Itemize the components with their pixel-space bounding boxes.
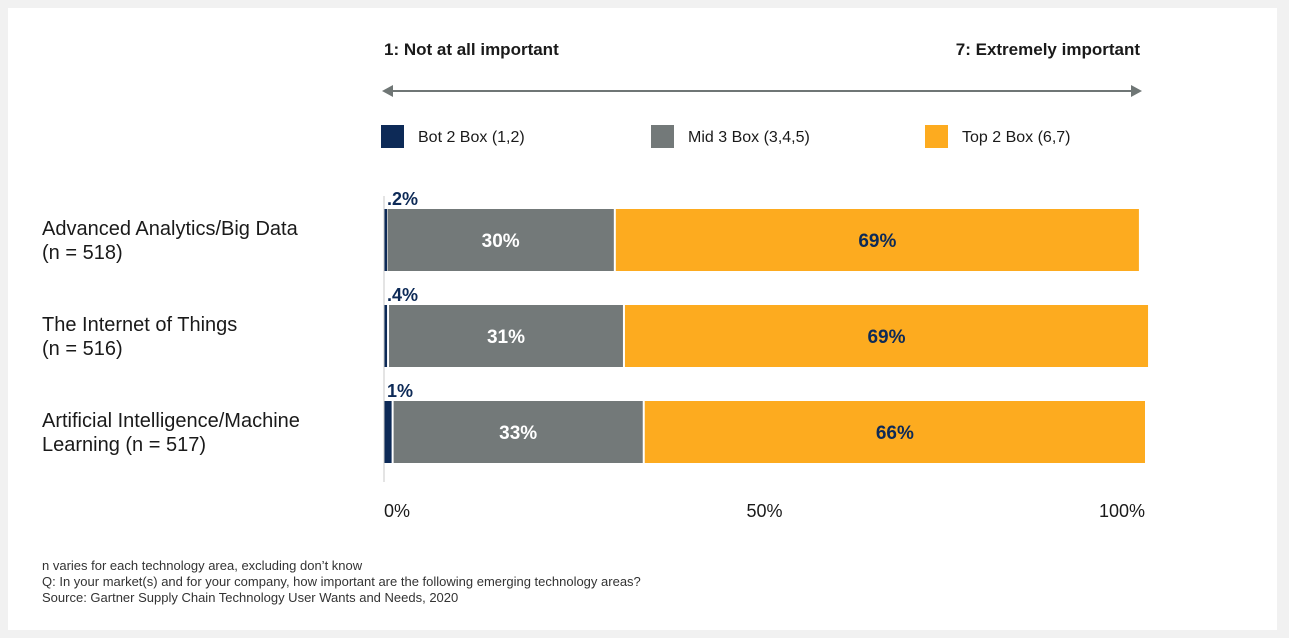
legend-swatch bbox=[925, 125, 948, 148]
scale-right-label: 7: Extremely important bbox=[956, 40, 1141, 59]
data-label: 66% bbox=[876, 423, 914, 444]
data-label: 1% bbox=[387, 381, 413, 401]
x-tick-label: 100% bbox=[1099, 501, 1145, 521]
category-labels: Advanced Analytics/Big Data(n = 518) The … bbox=[42, 218, 300, 456]
category-label: Learning (n = 517) bbox=[42, 434, 206, 456]
data-label: .4% bbox=[387, 285, 418, 305]
x-axis: 0% 50% 100% bbox=[383, 196, 1145, 521]
legend-label: Bot 2 Box (1,2) bbox=[418, 129, 525, 146]
category-label: Artificial Intelligence/Machine bbox=[42, 410, 300, 432]
bar-segment bbox=[624, 305, 1149, 367]
bar-segment bbox=[384, 209, 387, 271]
legend-label: Mid 3 Box (3,4,5) bbox=[688, 129, 810, 146]
legend: Bot 2 Box (1,2) Mid 3 Box (3,4,5) Top 2 Bo… bbox=[381, 125, 1071, 148]
legend-swatch bbox=[381, 125, 404, 148]
category-label: (n = 518) bbox=[42, 242, 123, 264]
data-label: 30% bbox=[482, 231, 520, 252]
scale-left-label: 1: Not at all important bbox=[384, 40, 559, 59]
data-label: 69% bbox=[867, 327, 905, 348]
bar-segment bbox=[387, 209, 614, 271]
scale-arrow bbox=[382, 85, 1142, 97]
data-label: 31% bbox=[487, 327, 525, 348]
data-label: .2% bbox=[387, 189, 418, 209]
data-label: 33% bbox=[499, 423, 537, 444]
bar-segment bbox=[644, 401, 1145, 463]
footnotes: n varies for each technology area, exclu… bbox=[42, 558, 641, 606]
scale-arrow-right-head bbox=[1131, 85, 1142, 97]
legend-label: Top 2 Box (6,7) bbox=[962, 129, 1071, 146]
bar-segment bbox=[384, 305, 388, 367]
x-tick-label: 0% bbox=[384, 501, 410, 521]
footnote-question: Q: In your market(s) and for your compan… bbox=[42, 574, 641, 589]
bar-segment bbox=[384, 401, 392, 463]
category-label: Advanced Analytics/Big Data bbox=[42, 218, 299, 240]
bars: .2% 30% 69% .4% 31% 69% 1% 33% 66% bbox=[384, 189, 1149, 463]
bar-segment bbox=[393, 401, 643, 463]
legend-swatch bbox=[651, 125, 674, 148]
bar-segment bbox=[389, 305, 623, 367]
x-tick-label: 50% bbox=[746, 501, 782, 521]
bar-segment bbox=[615, 209, 1139, 271]
category-label: The Internet of Things bbox=[42, 314, 237, 336]
footnote-n: n varies for each technology area, exclu… bbox=[42, 558, 363, 573]
category-label: (n = 516) bbox=[42, 338, 123, 360]
scale-arrow-left-head bbox=[382, 85, 393, 97]
footnote-source: Source: Gartner Supply Chain Technology … bbox=[42, 590, 459, 605]
data-label: 69% bbox=[858, 231, 896, 252]
